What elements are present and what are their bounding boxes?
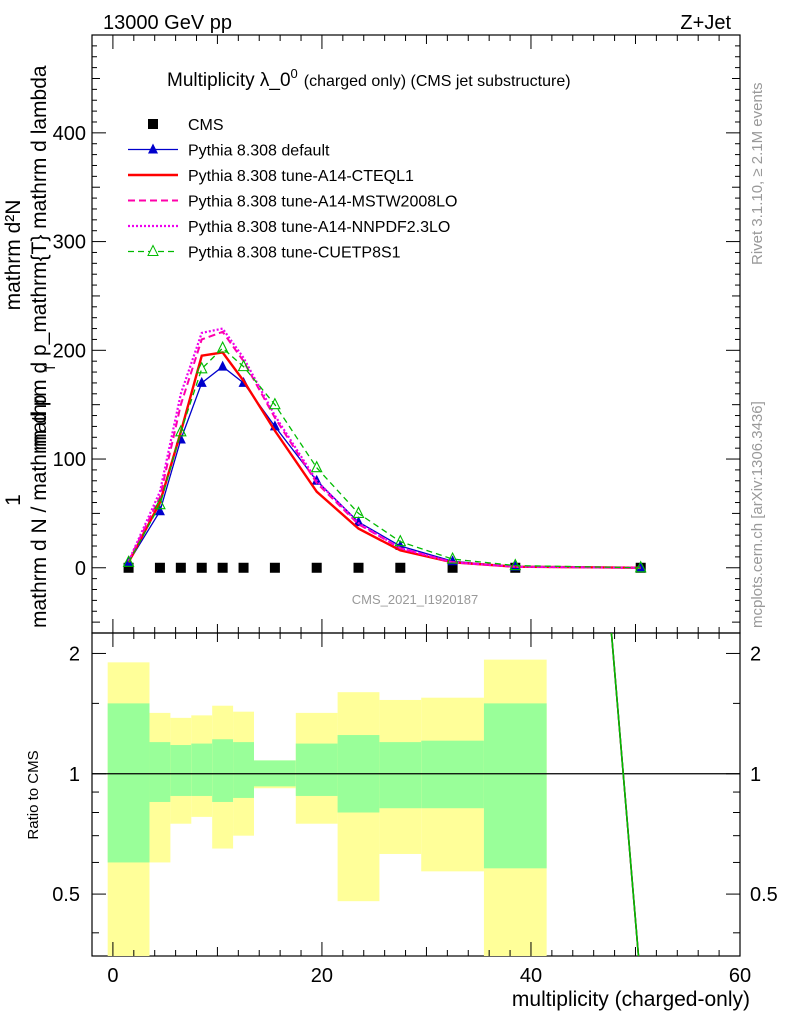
data-point-cuetp8s1 xyxy=(154,497,166,510)
data-point-cuetp8s1 xyxy=(122,555,135,567)
data-point-default xyxy=(196,376,207,387)
ylabel-prefix-den: mathrm d N / mathrm d p xyxy=(28,395,51,628)
data-point-cms xyxy=(175,562,186,573)
data-point-cms xyxy=(123,562,134,573)
data-point-cuetp8s1 xyxy=(174,424,187,437)
data-point-cms xyxy=(311,562,322,573)
uncertainty-band-green xyxy=(379,742,422,809)
data-point-default xyxy=(154,505,165,516)
rivet-label: Rivet 3.1.10, ≥ 2.1M events xyxy=(749,83,766,266)
ratio-y-tick-label: 2 xyxy=(69,643,80,665)
uncertainty-band-green xyxy=(170,745,192,796)
legend-label-4: Pythia 8.308 tune-A14-NNPDF2.3LO xyxy=(188,219,450,236)
y-tick-label: 0 xyxy=(75,558,86,580)
x-axis-label: multiplicity (charged-only) xyxy=(512,988,750,1011)
series-line-4 xyxy=(127,327,641,569)
data-point-cuetp8s1 xyxy=(310,460,323,473)
legend-open-triangle-marker xyxy=(147,244,159,256)
uncertainty-band-green xyxy=(191,743,213,796)
title-small: (charged only) (CMS jet substructure) xyxy=(304,73,571,90)
legend: CMS Pythia 8.308 default Pythia 8.308 tune… xyxy=(128,117,457,262)
y-tick-label: 200 xyxy=(53,340,86,362)
data-point-cuetp8s1 xyxy=(394,534,407,547)
y-tick-label: 100 xyxy=(53,449,86,471)
data-point-cms xyxy=(395,562,406,573)
uncertainty-band-green xyxy=(483,703,547,869)
uncertainty-band-green xyxy=(212,739,234,802)
ylabel-prefix: 1 xyxy=(2,494,25,506)
ratio-y-tick-label: 1 xyxy=(69,764,80,786)
data-point-cuetp8s1 xyxy=(195,361,208,374)
data-point-cms xyxy=(447,562,458,573)
ratio-ylabel: Ratio to CMS xyxy=(25,750,42,839)
title-sup: 0 xyxy=(291,66,298,81)
uncertainty-band-green xyxy=(421,740,484,809)
series-line-1 xyxy=(128,365,641,569)
ratio-y-tick-label: 0.5 xyxy=(52,884,80,906)
data-point-cuetp8s1 xyxy=(509,558,522,571)
ratio-series-line-2 xyxy=(610,633,640,956)
data-point-cuetp8s1 xyxy=(446,551,459,564)
header-left: 13000 GeV pp xyxy=(103,12,232,34)
legend-label-2: Pythia 8.308 tune-A14-CTEQL1 xyxy=(188,168,414,185)
data-point-cuetp8s1 xyxy=(237,359,250,372)
legend-triangle-marker xyxy=(148,143,158,154)
legend-label-5: Pythia 8.308 tune-CUETP8S1 xyxy=(188,245,401,262)
data-point-default xyxy=(217,360,228,371)
legend-label-1: Pythia 8.308 default xyxy=(188,143,330,160)
uncertainty-band-green xyxy=(107,703,150,863)
header-right: Z+Jet xyxy=(680,12,731,34)
x-tick-label: 0 xyxy=(107,965,118,987)
uncertainty-band-green xyxy=(233,742,254,798)
x-tick-label: 20 xyxy=(311,965,333,987)
ratio-y-tick-label-right: 2 xyxy=(750,643,761,665)
data-point-cms xyxy=(154,562,165,573)
y-axis-title-main: 1 mathrm d N / mathrm d p T mathrm d²N m… xyxy=(2,65,58,628)
y-tick-label: 300 xyxy=(53,232,86,254)
mcplots-label: mcplots.cern.ch [arXiv:1306.3436] xyxy=(749,401,766,628)
data-point-cms xyxy=(353,562,364,573)
uncertainty-band-green xyxy=(295,743,338,796)
data-point-cms xyxy=(269,562,280,573)
x-tick-label: 40 xyxy=(520,965,542,987)
data-point-cms xyxy=(196,562,207,573)
x-tick-label: 60 xyxy=(729,965,751,987)
data-point-cms xyxy=(217,562,228,573)
legend-label-3: Pythia 8.308 tune-A14-MSTW2008LO xyxy=(188,194,457,211)
legend-marker-cms xyxy=(148,119,158,129)
ratio-y-tick-label-right: 0.5 xyxy=(750,884,778,906)
data-point-cms xyxy=(238,562,249,573)
data-point-cuetp8s1 xyxy=(216,340,229,353)
uncertainty-band-green xyxy=(149,742,171,802)
ylabel-num: mathrm d²N xyxy=(2,200,25,311)
title-main: Multiplicity λ_0 xyxy=(167,70,291,91)
ylabel-sub: T xyxy=(42,363,58,372)
chart-title: Multiplicity λ_00 (charged only) (CMS jet… xyxy=(167,66,571,91)
ylabel-den: mathrm d p_mathrm{T} mathrm d lambda xyxy=(28,65,51,450)
series-line-3 xyxy=(127,330,641,569)
series-line-5 xyxy=(128,347,641,569)
ratio-plot-frame xyxy=(91,632,741,957)
watermark: CMS_2021_I1920187 xyxy=(352,592,479,607)
data-point-cuetp8s1 xyxy=(269,397,281,410)
data-point-cuetp8s1 xyxy=(352,506,365,518)
data-point-default xyxy=(353,516,364,527)
legend-label-0: CMS xyxy=(188,117,224,134)
ratio-y-tick-label-right: 1 xyxy=(750,764,761,786)
y-tick-label: 400 xyxy=(53,123,86,145)
data-point-cuetp8s1 xyxy=(634,560,647,573)
